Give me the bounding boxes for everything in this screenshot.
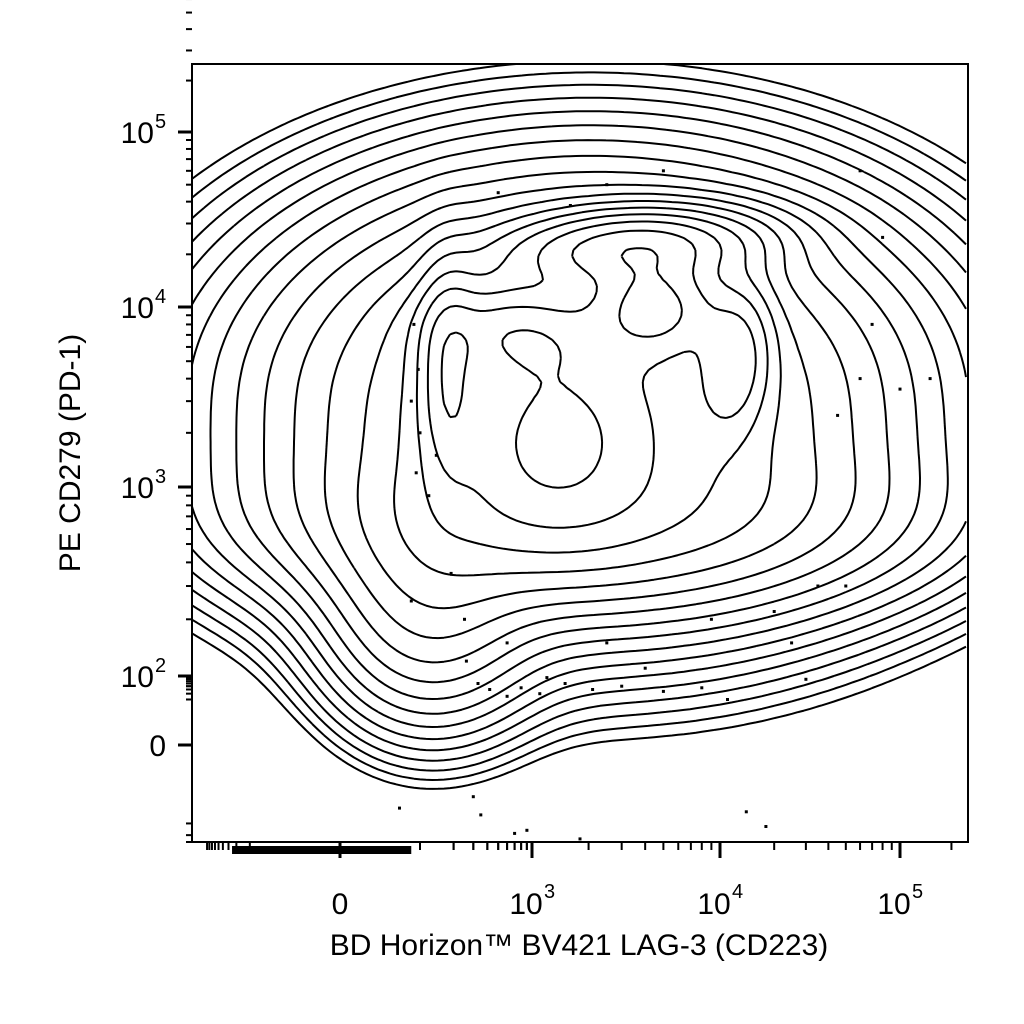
event-dot	[871, 323, 874, 326]
event-dot	[700, 686, 703, 689]
y-axis-title: PE CD279 (PD-1)	[54, 334, 87, 572]
event-dot	[844, 585, 847, 588]
event-dot	[427, 494, 430, 497]
event-dot	[745, 810, 748, 813]
event-dot	[538, 692, 541, 695]
event-dot	[605, 641, 608, 644]
event-dot	[564, 682, 567, 685]
event-dot	[513, 832, 516, 835]
event-dot	[410, 400, 413, 403]
event-dot	[569, 204, 572, 207]
x-tick-exponent: 3	[544, 881, 555, 903]
plot-frame	[192, 64, 968, 842]
contour-level-17	[442, 248, 682, 488]
event-dot	[773, 610, 776, 613]
axis-event-rug	[232, 846, 411, 854]
event-dot	[415, 471, 418, 474]
contour-level-13	[358, 208, 817, 609]
y-tick-label: 10	[121, 661, 154, 694]
event-dot	[477, 682, 480, 685]
event-dot	[605, 183, 608, 186]
event-dot	[881, 236, 884, 239]
contour-level-7	[192, 140, 966, 727]
event-dot	[450, 572, 453, 575]
event-dot	[929, 377, 932, 380]
event-dot	[398, 807, 401, 810]
contour-level-14	[394, 214, 781, 575]
event-dot	[836, 414, 839, 417]
event-dot	[419, 431, 422, 434]
contour-level-10	[264, 185, 920, 682]
y-tick-exponent: 4	[155, 286, 166, 308]
event-dot	[417, 368, 420, 371]
event-dot	[859, 377, 862, 380]
x-tick-label: 10	[877, 888, 910, 921]
event-dot	[804, 678, 807, 681]
event-dot	[899, 388, 902, 391]
event-dot	[520, 686, 523, 689]
y-tick-label: 10	[121, 472, 154, 505]
event-dot	[790, 641, 793, 644]
contour-lines	[192, 64, 966, 789]
x-tick-label: 0	[332, 888, 349, 921]
event-dot	[410, 600, 413, 603]
y-tick-exponent: 5	[155, 111, 166, 133]
event-dot	[816, 585, 819, 588]
contour-level-11	[294, 194, 890, 663]
contour-level-15	[417, 222, 768, 553]
y-tick-exponent: 2	[155, 655, 166, 677]
event-dot	[412, 323, 415, 326]
event-dot	[506, 641, 509, 644]
event-dot	[764, 825, 767, 828]
event-dot	[710, 618, 713, 621]
event-dot	[506, 695, 509, 698]
y-tick-exponent: 3	[155, 466, 166, 488]
contour-level-3	[192, 85, 966, 771]
event-dot	[644, 667, 647, 670]
contour-level-9	[236, 172, 948, 699]
x-tick-exponent: 5	[912, 881, 923, 903]
event-dot	[620, 685, 623, 688]
event-dot	[479, 813, 482, 816]
x-axis-title: BD Horizon™ BV421 LAG-3 (CD223)	[330, 929, 829, 962]
event-dot	[472, 795, 475, 798]
event-dot	[579, 837, 582, 840]
event-dot	[463, 618, 466, 621]
event-dot	[591, 688, 594, 691]
x-tick-label: 10	[697, 888, 730, 921]
x-tick-exponent: 4	[732, 881, 743, 903]
y-axis: 0102103104105	[121, 0, 192, 842]
event-dot	[859, 169, 862, 172]
event-dot	[488, 688, 491, 691]
event-dot	[525, 829, 528, 832]
y-tick-label: 0	[149, 730, 166, 763]
contour-level-5	[192, 111, 966, 750]
event-dot	[545, 676, 548, 679]
event-dot	[435, 454, 438, 457]
y-tick-label: 10	[121, 292, 154, 325]
event-dot	[726, 698, 729, 701]
x-axis: 0103104105	[207, 842, 951, 921]
event-dot	[465, 660, 468, 663]
x-tick-label: 10	[509, 888, 542, 921]
event-dot	[662, 169, 665, 172]
event-dot	[497, 191, 500, 194]
event-dot	[662, 690, 665, 693]
y-tick-label: 10	[121, 117, 154, 150]
